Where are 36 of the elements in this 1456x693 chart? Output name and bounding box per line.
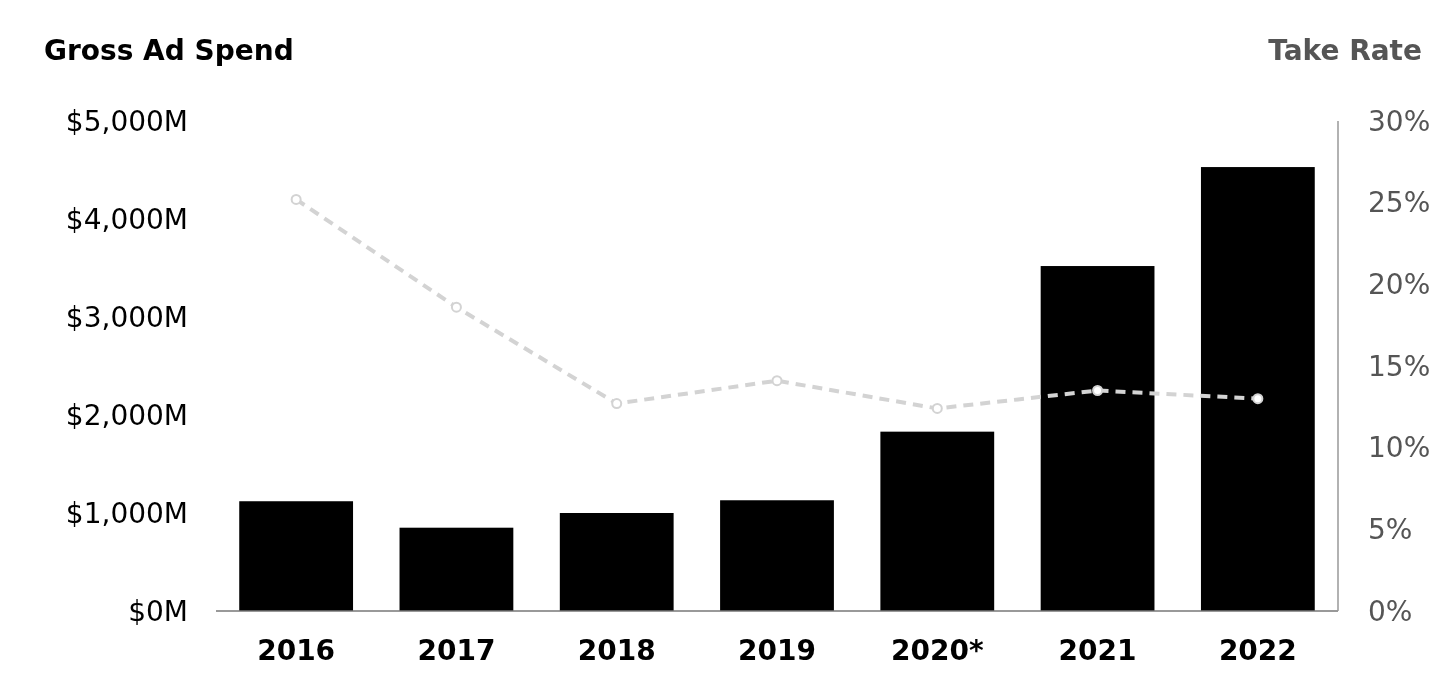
- point: [771, 375, 783, 387]
- y-tick-label: $3,000M: [65, 300, 188, 334]
- bar: [559, 513, 674, 611]
- y2-tick-label: 20%: [1368, 268, 1431, 302]
- bar: [239, 501, 354, 611]
- bar: [720, 500, 834, 611]
- point: [290, 193, 302, 205]
- x-tick-label: 2021: [1058, 634, 1137, 667]
- y-axis-title: Gross Ad Spend: [44, 34, 294, 67]
- point: [450, 301, 462, 313]
- y2-tick-label: 15%: [1368, 349, 1431, 383]
- point: [1252, 393, 1264, 405]
- y2-tick-label: 30%: [1368, 104, 1431, 138]
- point: [1092, 385, 1104, 396]
- x-tick-label: 2022: [1218, 634, 1297, 667]
- bar: [399, 527, 514, 611]
- x-tick-label: 2019: [738, 634, 816, 667]
- y2-axis-title: Take Rate: [1268, 34, 1422, 67]
- y2-tick-label: 0%: [1368, 594, 1413, 628]
- bar: [1040, 266, 1155, 611]
- y2-tick-label: 5%: [1368, 513, 1413, 547]
- x-tick-label: 2017: [417, 634, 496, 667]
- y-tick-label: $1,000M: [65, 496, 188, 530]
- bar: [1200, 167, 1315, 611]
- x-tick-label: 2016: [257, 634, 336, 667]
- y2-tick-label: 25%: [1368, 186, 1431, 220]
- y-tick-label: $4,000M: [65, 202, 188, 236]
- y-tick-label: $2,000M: [65, 398, 188, 432]
- y-tick-label: $0M: [128, 594, 188, 628]
- x-tick-label: 2018: [577, 634, 656, 667]
- y-tick-label: $5,000M: [65, 104, 188, 138]
- bar: [880, 431, 995, 611]
- y2-tick-label: 10%: [1368, 431, 1431, 465]
- x-tick-label: 2020*: [891, 634, 984, 667]
- point: [931, 402, 943, 414]
- point: [611, 398, 623, 410]
